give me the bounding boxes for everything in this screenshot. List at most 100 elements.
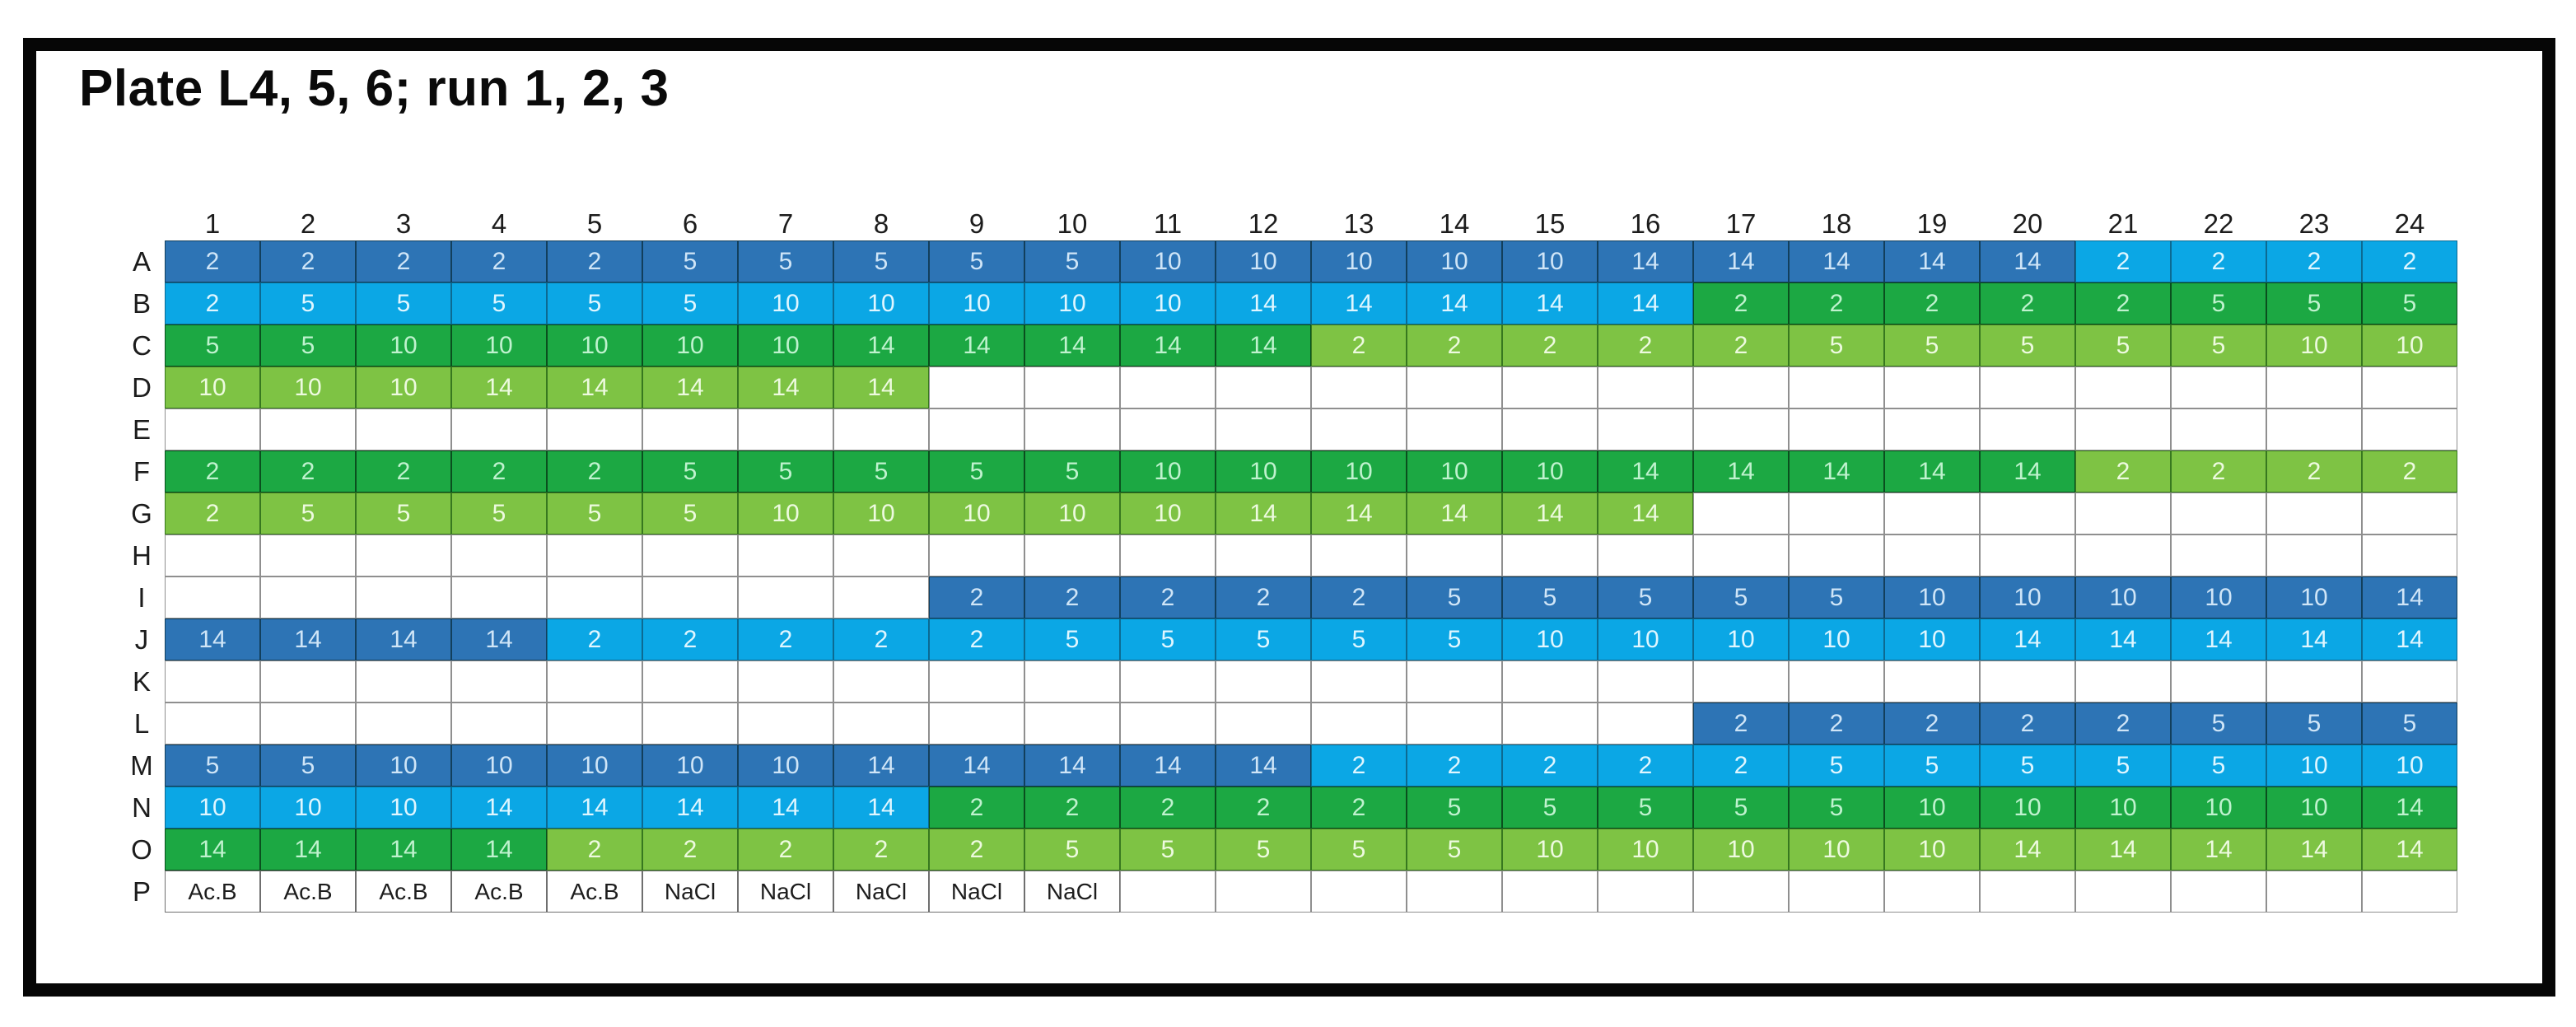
well-I15: 5: [1502, 577, 1598, 619]
well-C10: 14: [1024, 324, 1120, 366]
well-H13: [1311, 535, 1407, 577]
well-H1: [165, 535, 260, 577]
well-A21: 2: [2075, 240, 2171, 282]
well-M19: 5: [1884, 745, 1980, 787]
well-N22: 10: [2171, 787, 2266, 829]
well-M15: 2: [1502, 745, 1598, 787]
well-K19: [1884, 661, 1980, 703]
well-N21: 10: [2075, 787, 2171, 829]
well-D6: 14: [642, 366, 738, 408]
col-header-18: 18: [1821, 208, 1852, 239]
well-P2: Ac.B: [260, 871, 356, 913]
well-H24: [2362, 535, 2457, 577]
well-D15: [1502, 366, 1598, 408]
well-H2: [260, 535, 356, 577]
well-N2: 10: [260, 787, 356, 829]
well-B4: 5: [451, 282, 547, 324]
well-I10: 2: [1024, 577, 1120, 619]
well-O10: 5: [1024, 829, 1120, 871]
well-D22: [2171, 366, 2266, 408]
well-L16: [1598, 703, 1693, 745]
well-L24: 5: [2362, 703, 2457, 745]
well-D23: [2266, 366, 2362, 408]
well-F10: 5: [1024, 450, 1120, 492]
well-A8: 5: [833, 240, 929, 282]
well-C18: 5: [1789, 324, 1884, 366]
well-N23: 10: [2266, 787, 2362, 829]
well-B19: 2: [1884, 282, 1980, 324]
well-I19: 10: [1884, 577, 1980, 619]
well-B18: 2: [1789, 282, 1884, 324]
well-L15: [1502, 703, 1598, 745]
well-D14: [1407, 366, 1502, 408]
well-A12: 10: [1216, 240, 1311, 282]
well-I2: [260, 577, 356, 619]
well-M22: 5: [2171, 745, 2266, 787]
well-O20: 14: [1980, 829, 2075, 871]
well-J17: 10: [1693, 619, 1789, 661]
well-G9: 10: [929, 492, 1024, 535]
well-K23: [2266, 661, 2362, 703]
well-M24: 10: [2362, 745, 2457, 787]
well-N17: 5: [1693, 787, 1789, 829]
well-H18: [1789, 535, 1884, 577]
well-I9: 2: [929, 577, 1024, 619]
col-header-5: 5: [586, 208, 603, 239]
well-F15: 10: [1502, 450, 1598, 492]
well-H23: [2266, 535, 2362, 577]
well-E22: [2171, 408, 2266, 450]
well-P14: [1407, 871, 1502, 913]
well-D2: 10: [260, 366, 356, 408]
well-C14: 2: [1407, 324, 1502, 366]
well-E13: [1311, 408, 1407, 450]
well-G3: 5: [356, 492, 451, 535]
well-B22: 5: [2171, 282, 2266, 324]
well-H12: [1216, 535, 1311, 577]
well-B20: 2: [1980, 282, 2075, 324]
well-H9: [929, 535, 1024, 577]
well-I5: [547, 577, 642, 619]
well-P19: [1884, 871, 1980, 913]
col-header-7: 7: [777, 208, 794, 239]
well-F9: 5: [929, 450, 1024, 492]
well-N15: 5: [1502, 787, 1598, 829]
row-label-C: C: [132, 329, 152, 361]
well-D9: [929, 366, 1024, 408]
well-P20: [1980, 871, 2075, 913]
well-F4: 2: [451, 450, 547, 492]
well-O9: 2: [929, 829, 1024, 871]
well-H3: [356, 535, 451, 577]
well-I3: [356, 577, 451, 619]
well-A20: 14: [1980, 240, 2075, 282]
well-I13: 2: [1311, 577, 1407, 619]
well-G20: [1980, 492, 2075, 535]
well-D1: 10: [165, 366, 260, 408]
well-K11: [1120, 661, 1216, 703]
well-B13: 14: [1311, 282, 1407, 324]
well-P8: NaCl: [833, 871, 929, 913]
well-E6: [642, 408, 738, 450]
well-B5: 5: [547, 282, 642, 324]
well-M10: 14: [1024, 745, 1120, 787]
well-C8: 14: [833, 324, 929, 366]
well-J4: 14: [451, 619, 547, 661]
well-B8: 10: [833, 282, 929, 324]
well-L5: [547, 703, 642, 745]
well-I22: 10: [2171, 577, 2266, 619]
well-K20: [1980, 661, 2075, 703]
well-E3: [356, 408, 451, 450]
well-G21: [2075, 492, 2171, 535]
well-C3: 10: [356, 324, 451, 366]
well-B2: 5: [260, 282, 356, 324]
well-C4: 10: [451, 324, 547, 366]
well-A4: 2: [451, 240, 547, 282]
well-K10: [1024, 661, 1120, 703]
col-header-13: 13: [1343, 208, 1374, 239]
well-I6: [642, 577, 738, 619]
well-J8: 2: [833, 619, 929, 661]
col-header-1: 1: [204, 208, 221, 239]
well-N24: 14: [2362, 787, 2457, 829]
well-A5: 2: [547, 240, 642, 282]
well-H4: [451, 535, 547, 577]
